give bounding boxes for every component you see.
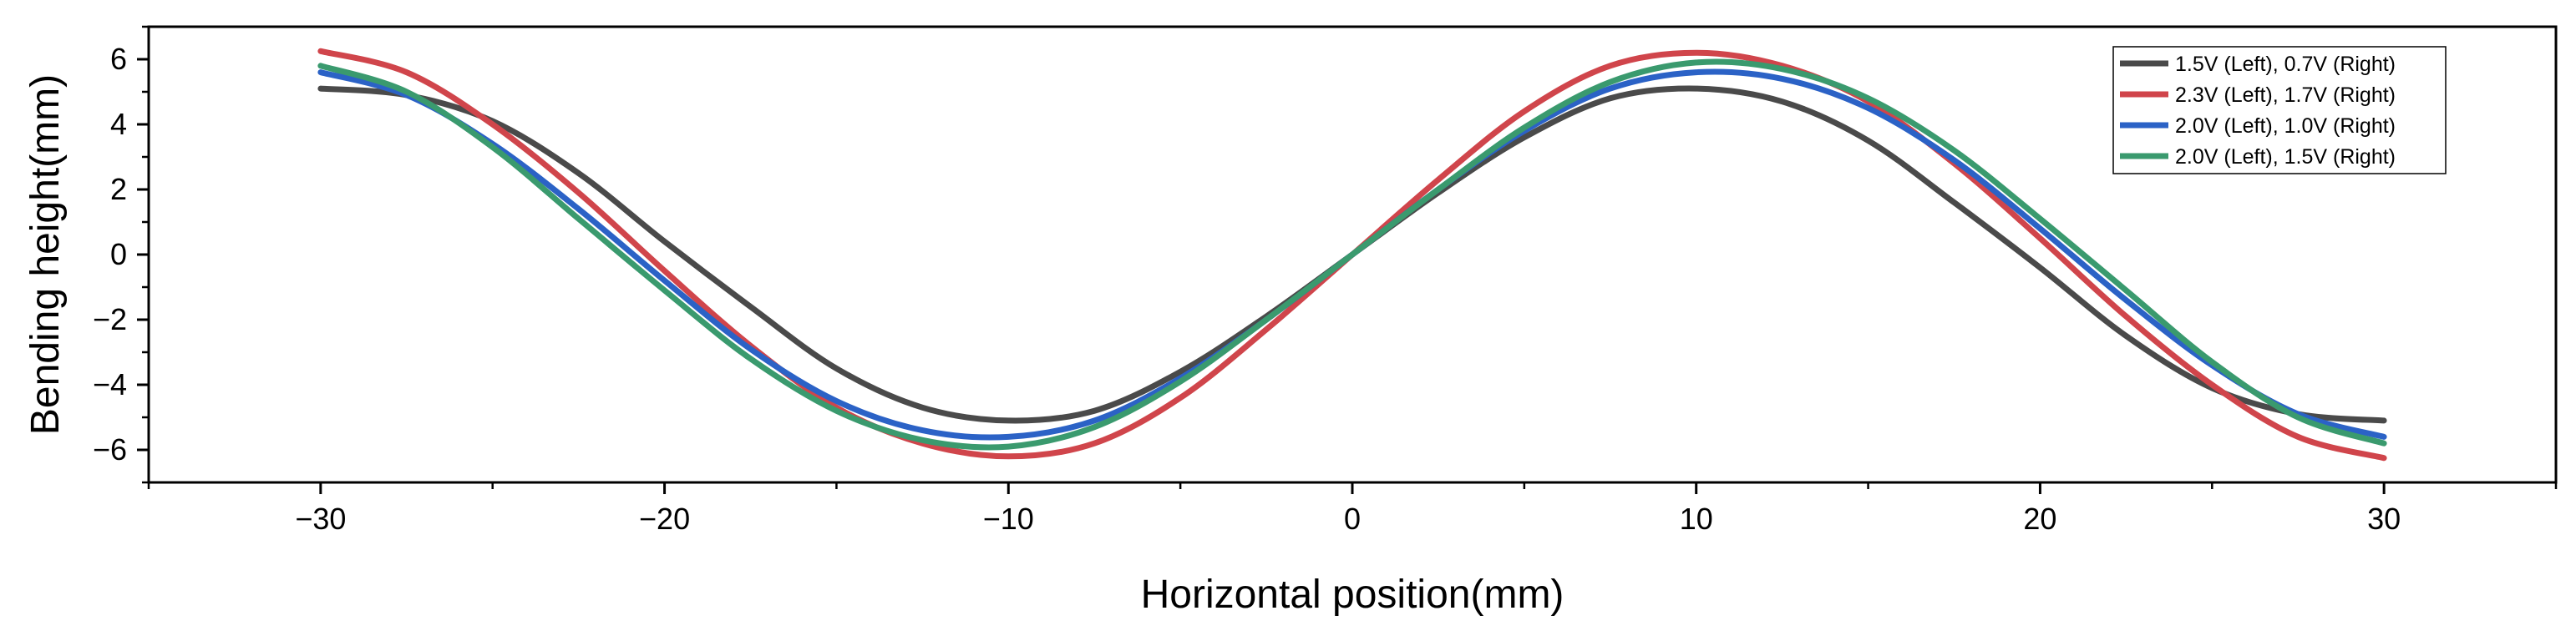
- x-tick-label: 10: [1680, 502, 1713, 536]
- y-tick-label: 6: [110, 42, 127, 76]
- y-tick-label: −6: [93, 432, 127, 467]
- y-tick-label: 4: [110, 107, 127, 141]
- x-axis-title: Horizontal position(mm): [1141, 573, 1564, 617]
- legend-label-2: 2.3V (Left), 1.7V (Right): [2175, 83, 2396, 107]
- x-tick-label: −10: [983, 502, 1034, 536]
- legend-label-4: 2.0V (Left), 1.5V (Right): [2175, 145, 2396, 169]
- series-line-4: [317, 58, 2387, 451]
- y-tick-label: 0: [110, 237, 127, 271]
- legend-label-3: 2.0V (Left), 1.0V (Right): [2175, 114, 2396, 138]
- x-tick-label: −20: [639, 502, 690, 536]
- x-tick-label: 0: [1344, 502, 1361, 536]
- x-tick-label: 30: [2367, 502, 2401, 536]
- y-tick-label: 2: [110, 172, 127, 206]
- y-axis-title: Bending height(mm): [23, 74, 68, 435]
- legend: 1.5V (Left), 0.7V (Right) 2.3V (Left), 1.…: [2112, 46, 2447, 174]
- x-tick-label: −30: [295, 502, 346, 536]
- series-lines: [317, 48, 2387, 462]
- plot-frame: [147, 25, 2558, 484]
- y-tick-label: −4: [93, 367, 127, 401]
- y-tick-label: −2: [93, 302, 127, 336]
- legend-frame: [2112, 46, 2447, 174]
- x-tick-label: 20: [2023, 502, 2056, 536]
- legend-label-1: 1.5V (Left), 0.7V (Right): [2175, 53, 2396, 76]
